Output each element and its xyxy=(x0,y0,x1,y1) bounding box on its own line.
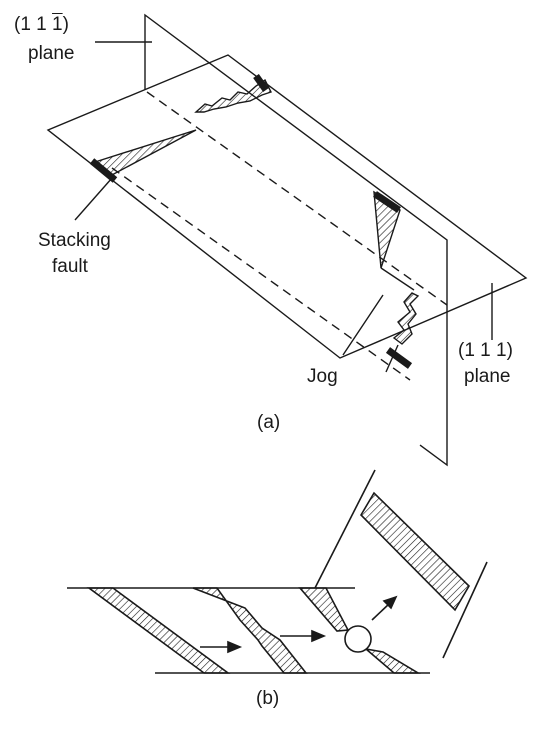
partial-dislocation-left xyxy=(89,158,118,183)
caption-a: (a) xyxy=(257,412,281,433)
figure-b xyxy=(67,469,488,674)
stacking-fault-top xyxy=(194,78,272,113)
ribbon-3-upper xyxy=(298,587,350,632)
ribbon-cross-slip xyxy=(359,491,471,612)
cross-slip-plane-right xyxy=(442,561,488,659)
leader-jog xyxy=(342,294,384,356)
dashed-line-lower xyxy=(111,167,411,381)
arrow-3 xyxy=(371,602,391,621)
stacking-fault-label-line1: Stacking xyxy=(38,230,111,251)
ribbon-2-constricted xyxy=(192,587,308,674)
arrow-1-head xyxy=(227,640,243,654)
caption-b: (b) xyxy=(256,688,280,709)
stacking-fault-lower xyxy=(392,292,420,345)
plane-111bar-word: plane xyxy=(28,43,75,64)
jog-edge xyxy=(380,267,415,291)
plane-111bar-miller: (1 1 1) xyxy=(14,14,69,35)
arrow-3-head xyxy=(382,595,398,610)
jog-label: Jog xyxy=(307,366,338,387)
partial-dislocation-lower xyxy=(385,347,413,369)
plane-111-miller: (1 1 1) xyxy=(458,340,513,361)
partial-dislocation-right xyxy=(373,191,401,213)
ribbon-3-lower xyxy=(363,647,421,674)
plane-111bar-label: (1 1 1) xyxy=(14,14,69,36)
leader-stacking-fault xyxy=(74,177,113,221)
stacking-fault-left xyxy=(93,129,197,177)
cross-slip-plane-left xyxy=(314,469,376,589)
ribbon-1 xyxy=(86,587,231,674)
plane-111bar xyxy=(144,13,448,467)
partial-dislocation-top xyxy=(253,73,269,93)
cross-slip-node xyxy=(344,625,372,653)
dashed-line-upper xyxy=(146,91,448,306)
figure-a xyxy=(46,13,528,467)
plane-111 xyxy=(46,54,528,359)
plane-111-word: plane xyxy=(464,366,511,387)
partial-stub-lower xyxy=(385,344,399,373)
arrow-2-head xyxy=(311,629,327,643)
stacking-fault-label-line2: fault xyxy=(52,256,88,277)
